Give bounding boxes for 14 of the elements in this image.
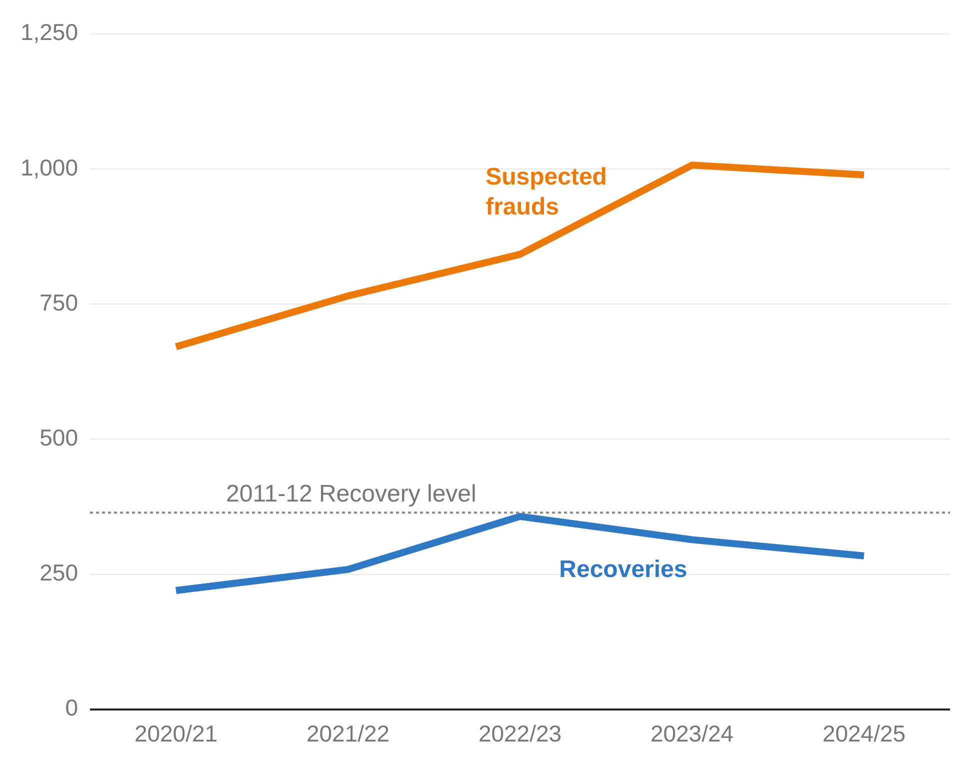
y-tick-label: 750 (40, 289, 78, 316)
x-tick-label: 2020/21 (134, 720, 218, 747)
series-label: Suspected frauds (486, 163, 607, 220)
ref-line-label: 2011-12 Recovery level (226, 480, 476, 508)
x-tick-label: 2021/22 (306, 720, 390, 747)
series-label: Recoveries (559, 556, 688, 584)
y-tick-label: 250 (40, 560, 78, 586)
y-tick-label: 0 (65, 694, 78, 721)
x-tick-label: 2022/23 (478, 720, 562, 747)
y-tick-label: 1,000 (20, 154, 78, 180)
x-tick-label: 2023/24 (650, 720, 734, 747)
y-tick-label: 1,250 (20, 19, 78, 46)
x-tick-label: 2024/25 (822, 720, 906, 747)
y-tick-label: 500 (40, 424, 78, 451)
